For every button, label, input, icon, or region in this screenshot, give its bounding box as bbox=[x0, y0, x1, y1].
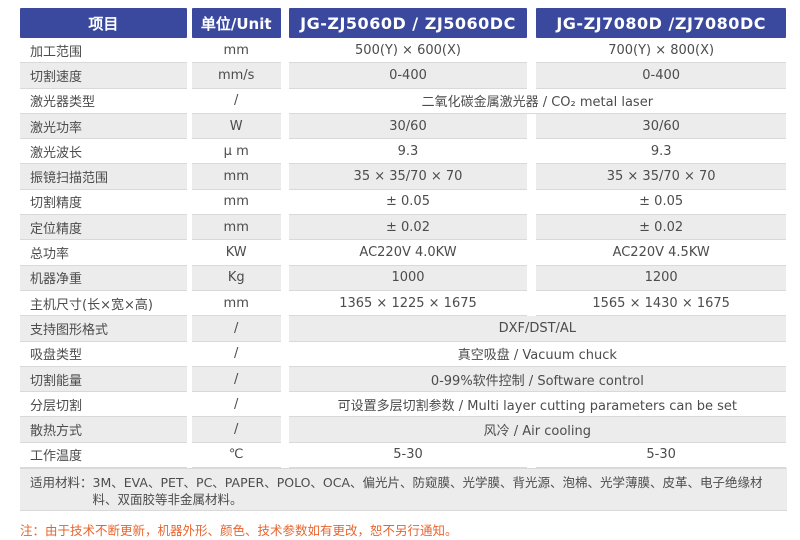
spec-label: 定位精度 bbox=[20, 215, 187, 241]
spec-row: 激光器类型 / 二氧化碳金属激光器 / CO₂ metal laser bbox=[20, 89, 786, 114]
spec-row: 激光波长 μ m 9.3 9.3 bbox=[20, 139, 786, 165]
spec-row: 振镜扫描范围 mm 35 × 35/70 × 70 35 × 35/70 × 70 bbox=[20, 164, 786, 190]
spec-unit: mm/s bbox=[191, 63, 281, 89]
spec-unit: / bbox=[191, 342, 281, 367]
spec-unit: mm bbox=[191, 164, 281, 190]
spec-value-model-2: 35 × 35/70 × 70 bbox=[536, 164, 786, 190]
spec-unit: / bbox=[191, 392, 281, 418]
header-model-2: JG-ZJ7080D /ZJ7080DC bbox=[536, 8, 786, 38]
spec-label: 总功率 bbox=[20, 240, 187, 266]
spec-label: 主机尺寸(长×宽×高) bbox=[20, 291, 187, 317]
spec-value-model-1: 9.3 bbox=[288, 139, 528, 165]
header-model-1: JG-ZJ5060D / ZJ5060DC bbox=[288, 8, 528, 38]
spec-unit: Kg bbox=[191, 265, 281, 291]
spec-row: 散热方式 / 风冷 / Air cooling bbox=[20, 417, 786, 443]
spec-value-model-1: 1000 bbox=[288, 265, 528, 291]
spec-value-span: 真空吸盘 / Vacuum chuck bbox=[288, 342, 786, 367]
spec-value-span: 二氧化碳金属激光器 / CO₂ metal laser bbox=[288, 89, 786, 114]
spec-value-model-1: 1365 × 1225 × 1675 bbox=[288, 291, 528, 317]
spec-row: 分层切割 / 可设置多层切割参数 / Multi layer cutting par… bbox=[20, 392, 786, 418]
header-unit: 单位/Unit bbox=[191, 8, 281, 38]
spec-unit: W bbox=[191, 113, 281, 140]
spec-row: 总功率 KW AC220V 4.0KW AC220V 4.5KW bbox=[20, 240, 786, 266]
table-body: 加工范围 mm 500(Y) × 600(X) 700(Y) × 800(X) 切割速度… bbox=[20, 38, 786, 469]
spec-row: 切割速度 mm/s 0-400 0-400 bbox=[20, 63, 786, 89]
table-header: 项目 单位/Unit JG-ZJ5060D / ZJ5060DC JG-ZJ70… bbox=[20, 8, 786, 38]
spec-unit: mm bbox=[191, 291, 281, 317]
spec-value-model-2: 700(Y) × 800(X) bbox=[536, 38, 786, 64]
spec-unit: / bbox=[191, 366, 281, 393]
materials-label: 适用材料： bbox=[30, 475, 93, 491]
spec-row: 主机尺寸(长×宽×高) mm 1365 × 1225 × 1675 1565 × 14… bbox=[20, 291, 786, 317]
spec-value-model-1: 0-400 bbox=[288, 63, 528, 89]
spec-label: 支持图形格式 bbox=[20, 316, 187, 342]
spec-label: 振镜扫描范围 bbox=[20, 164, 187, 190]
spec-value-model-2: 5-30 bbox=[536, 443, 786, 469]
spec-value-model-1: 30/60 bbox=[288, 113, 528, 140]
spec-row: 切割能量/ 0-99%软件控制 / Software control bbox=[20, 366, 786, 393]
spec-row: 切割精度 mm ± 0.05 ± 0.05 bbox=[20, 190, 786, 216]
spec-value-model-2: 1200 bbox=[536, 265, 786, 291]
spec-label: 散热方式 bbox=[20, 417, 187, 443]
spec-value-span: DXF/DST/AL bbox=[288, 316, 786, 342]
spec-value-model-1: ± 0.02 bbox=[288, 215, 528, 241]
spec-value-model-2: 30/60 bbox=[536, 113, 786, 140]
spec-unit: mm bbox=[191, 190, 281, 216]
spec-row: 加工范围 mm 500(Y) × 600(X) 700(Y) × 800(X) bbox=[20, 38, 786, 64]
spec-unit: / bbox=[191, 89, 281, 114]
spec-label: 加工范围 bbox=[20, 38, 187, 64]
spec-value-model-1: AC220V 4.0KW bbox=[288, 240, 528, 266]
spec-unit: mm bbox=[191, 38, 281, 64]
spec-label: 激光器类型 bbox=[20, 89, 187, 114]
spec-label: 激光波长 bbox=[20, 139, 187, 165]
spec-label: 分层切割 bbox=[20, 392, 187, 418]
spec-label: 工作温度 bbox=[20, 443, 187, 469]
spec-row: 工作温度 ℃ 5-30 5-30 bbox=[20, 443, 786, 469]
spec-value-span: 风冷 / Air cooling bbox=[288, 417, 786, 443]
spec-unit: mm bbox=[191, 215, 281, 241]
spec-value-model-2: 9.3 bbox=[536, 139, 786, 165]
materials-text: 3M、EVA、PET、PC、PAPER、POLO、OCA、偏光片、防窥膜、光学膜… bbox=[92, 475, 763, 508]
spec-label: 切割精度 bbox=[20, 190, 187, 216]
materials-row: 适用材料： 3M、EVA、PET、PC、PAPER、POLO、OCA、偏光片、防… bbox=[20, 468, 787, 512]
spec-value-model-2: ± 0.02 bbox=[536, 215, 786, 241]
spec-label: 吸盘类型 bbox=[20, 342, 187, 367]
spec-value-span: 可设置多层切割参数 / Multi layer cutting paramete… bbox=[288, 392, 786, 418]
spec-value-model-1: 500(Y) × 600(X) bbox=[288, 38, 528, 64]
spec-value-model-2: 1565 × 1430 × 1675 bbox=[536, 291, 786, 317]
spec-value-span: 0-99%软件控制 / Software control bbox=[288, 366, 786, 393]
footnote: 注：由于技术不断更新，机器外形、颜色、技术参数如有更改，恕不另行通知。 bbox=[20, 523, 458, 539]
spec-label: 切割速度 bbox=[20, 63, 187, 89]
spec-label: 机器净重 bbox=[20, 265, 187, 291]
spec-value-model-1: 35 × 35/70 × 70 bbox=[288, 164, 528, 190]
spec-value-model-2: 0-400 bbox=[536, 63, 786, 89]
header-item: 项目 bbox=[20, 8, 187, 38]
spec-unit: μ m bbox=[191, 139, 281, 165]
spec-label: 激光功率 bbox=[20, 113, 187, 140]
spec-unit: ℃ bbox=[191, 443, 281, 469]
spec-value-model-2: ± 0.05 bbox=[536, 190, 786, 216]
spec-row: 支持图形格式 / DXF/DST/AL bbox=[20, 316, 786, 342]
spec-label: 切割能量 bbox=[20, 366, 187, 393]
spec-value-model-2: AC220V 4.5KW bbox=[536, 240, 786, 266]
spec-row: 吸盘类型 / 真空吸盘 / Vacuum chuck bbox=[20, 342, 786, 367]
spec-unit: / bbox=[191, 417, 281, 443]
spec-row: 激光功率 W 30/60 30/60 bbox=[20, 113, 786, 140]
spec-unit: / bbox=[191, 316, 281, 342]
spec-value-model-1: 5-30 bbox=[288, 443, 528, 469]
spec-row: 定位精度 mm ± 0.02 ± 0.02 bbox=[20, 215, 786, 241]
spec-value-model-1: ± 0.05 bbox=[288, 190, 528, 216]
spec-unit: KW bbox=[191, 240, 281, 266]
spec-row: 机器净重 Kg 1000 1200 bbox=[20, 265, 786, 291]
